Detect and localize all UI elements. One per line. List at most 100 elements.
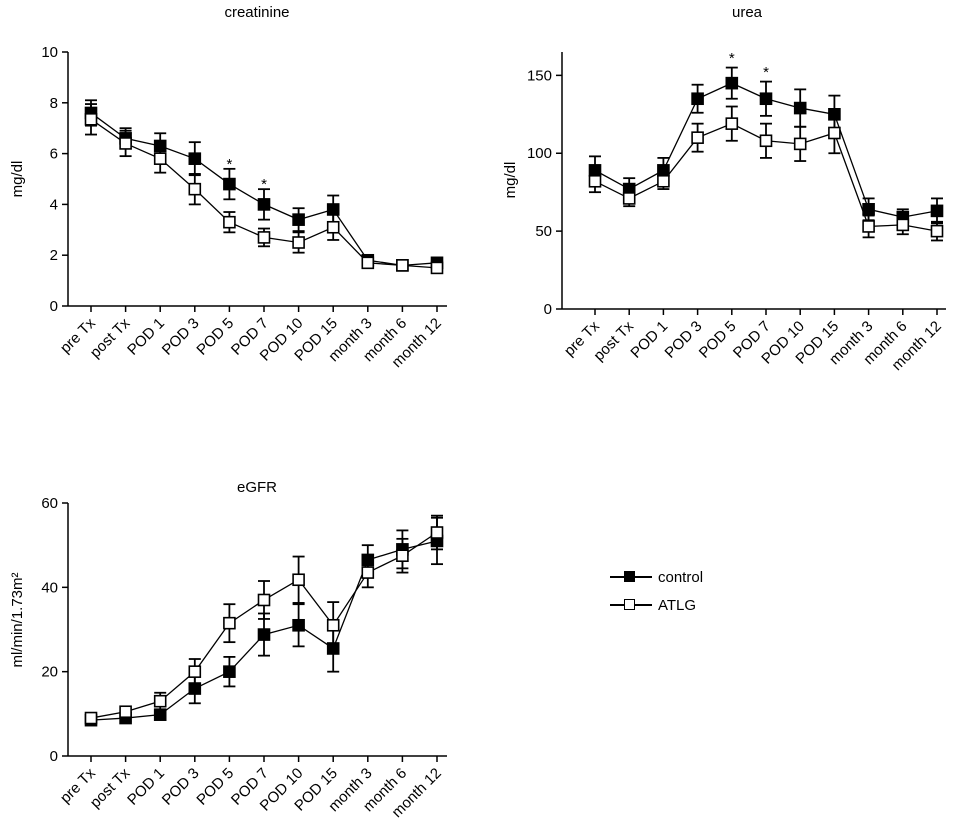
y-tick-label: 0 bbox=[50, 298, 58, 315]
data-point-control-pod-15 bbox=[828, 108, 841, 121]
legend-label-atlg: ATLG bbox=[658, 596, 697, 614]
legend-swatch-atlg bbox=[610, 598, 652, 612]
data-point-control-pod-10 bbox=[292, 618, 305, 632]
data-point-control-pod-15 bbox=[326, 203, 340, 216]
data-point-control-pod-1 bbox=[153, 708, 167, 721]
data-point-atlg-pod-5 bbox=[223, 215, 236, 229]
x-tick-label-pod-3: POD 3 bbox=[662, 318, 706, 362]
significance-asterisk: * bbox=[261, 176, 267, 193]
data-point-control-pod-5 bbox=[223, 177, 236, 191]
data-point-control-pod-3 bbox=[188, 152, 202, 165]
x-tick-label-pod-1: POD 1 bbox=[124, 315, 168, 359]
data-point-atlg-pod-1 bbox=[153, 152, 167, 165]
data-point-atlg-pod-15 bbox=[828, 126, 841, 140]
data-point-atlg-pod-10 bbox=[292, 573, 305, 587]
y-tick-label: 0 bbox=[50, 748, 58, 765]
data-point-atlg-post-tx bbox=[119, 137, 132, 150]
data-point-control-month-3 bbox=[862, 203, 875, 216]
y-tick-label: 60 bbox=[41, 495, 58, 512]
data-point-control-pod-10 bbox=[292, 213, 305, 226]
data-point-control-pod-3 bbox=[691, 92, 704, 106]
data-point-control-pod-1 bbox=[153, 139, 167, 153]
x-tick-label-pod-1: POD 1 bbox=[627, 318, 671, 362]
chart-title: urea bbox=[732, 4, 763, 21]
data-point-atlg-post-tx bbox=[119, 705, 132, 719]
data-point-atlg-pod-15 bbox=[326, 618, 340, 632]
x-tick-label-pod-5: POD 5 bbox=[193, 315, 237, 359]
y-tick-label: 20 bbox=[41, 664, 58, 681]
y-tick-label: 40 bbox=[41, 579, 58, 596]
significance-asterisk: * bbox=[763, 64, 769, 81]
y-tick-label: 50 bbox=[535, 223, 552, 240]
data-point-control-pod-15 bbox=[326, 642, 340, 655]
data-point-control-month-3 bbox=[361, 553, 375, 567]
y-axis-label: ml/min/1.73m² bbox=[9, 572, 26, 667]
data-point-atlg-pod-7 bbox=[257, 593, 271, 607]
y-axis-label: mg/dl bbox=[9, 161, 26, 198]
y-tick-label: 100 bbox=[527, 145, 552, 162]
legend: control ATLG bbox=[610, 563, 703, 619]
x-tick-label-pod-1: POD 1 bbox=[124, 765, 168, 809]
legend-label-control: control bbox=[658, 568, 704, 586]
data-point-atlg-pod-10 bbox=[793, 137, 807, 151]
legend-swatch-control bbox=[610, 570, 652, 584]
series-atlg bbox=[85, 514, 443, 723]
data-point-atlg-month-6 bbox=[396, 259, 409, 272]
series-atlg bbox=[589, 105, 943, 242]
y-tick-label: 2 bbox=[50, 247, 58, 264]
legend-item-control: control bbox=[610, 563, 703, 591]
y-tick-label: 4 bbox=[50, 196, 58, 213]
y-axis-label: mg/dl bbox=[502, 162, 519, 199]
data-point-atlg-month-3 bbox=[862, 220, 875, 233]
legend-item-atlg: ATLG bbox=[610, 591, 703, 619]
data-point-control-pod-7 bbox=[759, 92, 773, 106]
data-point-atlg-pod-3 bbox=[691, 131, 704, 144]
x-tick-label-pod-5: POD 5 bbox=[193, 765, 237, 809]
data-point-control-pre-tx bbox=[588, 164, 602, 177]
data-point-atlg-pod-10 bbox=[292, 236, 305, 249]
data-point-control-pod-3 bbox=[188, 682, 202, 695]
data-point-atlg-month-12 bbox=[430, 526, 444, 539]
significance-asterisk: * bbox=[729, 50, 735, 67]
significance-asterisk: * bbox=[226, 156, 232, 173]
x-tick-label-pod-3: POD 3 bbox=[159, 765, 203, 809]
x-tick-label-pod-3: POD 3 bbox=[159, 315, 203, 359]
data-point-atlg-pre-tx bbox=[84, 711, 98, 725]
series-control bbox=[85, 516, 443, 725]
x-tick-label-pod-5: POD 5 bbox=[696, 318, 740, 362]
y-tick-label: 10 bbox=[41, 44, 58, 61]
data-point-atlg-month-12 bbox=[430, 261, 444, 275]
data-point-control-pod-7 bbox=[257, 628, 271, 641]
data-point-atlg-pre-tx bbox=[588, 174, 602, 188]
data-point-atlg-pod-3 bbox=[188, 182, 202, 196]
chart-title: creatinine bbox=[224, 4, 289, 21]
data-point-control-month-12 bbox=[930, 204, 944, 218]
data-point-atlg-month-6 bbox=[896, 218, 910, 232]
data-point-atlg-pod-3 bbox=[188, 665, 202, 678]
data-point-atlg-pod-1 bbox=[153, 694, 167, 708]
data-point-atlg-pod-7 bbox=[759, 134, 773, 148]
data-point-atlg-post-tx bbox=[622, 192, 636, 205]
x-tick-label-post-tx: post Tx bbox=[87, 764, 134, 811]
data-point-atlg-month-6 bbox=[396, 549, 409, 563]
data-point-control-pod-1 bbox=[657, 164, 670, 177]
y-tick-label: 0 bbox=[544, 301, 552, 318]
open-square-marker-icon bbox=[624, 599, 635, 610]
data-point-atlg-month-3 bbox=[361, 566, 375, 579]
y-tick-label: 150 bbox=[527, 67, 552, 84]
data-point-atlg-pod-15 bbox=[326, 220, 340, 234]
x-tick-label-post-tx: post Tx bbox=[87, 314, 134, 361]
data-point-atlg-pod-7 bbox=[257, 231, 271, 244]
filled-square-marker-icon bbox=[624, 571, 635, 582]
y-tick-label: 8 bbox=[50, 95, 58, 112]
data-point-control-pod-7 bbox=[257, 198, 271, 211]
data-point-atlg-pod-5 bbox=[725, 117, 739, 130]
data-point-atlg-pre-tx bbox=[84, 113, 98, 126]
chart-title: eGFR bbox=[237, 479, 277, 496]
data-point-control-pod-5 bbox=[223, 665, 236, 678]
data-point-control-pod-10 bbox=[793, 101, 807, 115]
